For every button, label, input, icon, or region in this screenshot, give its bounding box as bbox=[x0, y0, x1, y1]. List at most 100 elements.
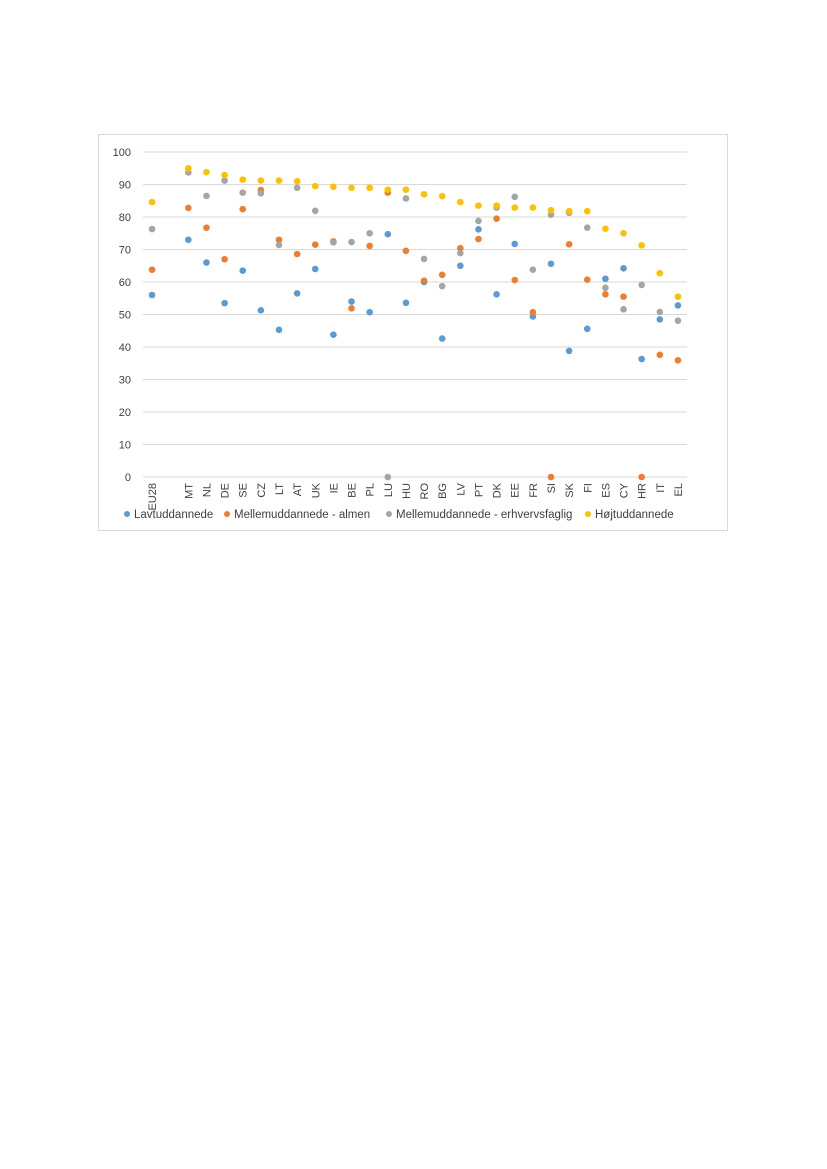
point-FR-series-2 bbox=[529, 266, 537, 273]
point-IT-series-2 bbox=[656, 308, 664, 316]
point-HR-series-2 bbox=[638, 281, 645, 289]
point-IT-series-1 bbox=[656, 351, 664, 359]
point-EL-series-1 bbox=[674, 357, 682, 364]
x-tick-label: IE bbox=[328, 483, 340, 493]
y-tick-label: 80 bbox=[119, 212, 131, 224]
point-BG-series-0 bbox=[438, 335, 446, 342]
legend-marker bbox=[386, 511, 392, 517]
x-tick-label: MT bbox=[183, 483, 195, 499]
point-CY-series-3 bbox=[620, 229, 627, 237]
y-tick-label: 90 bbox=[119, 180, 131, 192]
chart-frame: 0 10 20 30 40 50 60 70 80 90 100 EU28 MT NL DE SE CZ LT A… bbox=[98, 134, 728, 531]
legend-label: Mellemuddannede - erhvervsfaglig bbox=[396, 509, 572, 521]
x-tick-label: AT bbox=[292, 483, 304, 497]
point-LU-series-2 bbox=[384, 473, 392, 481]
x-tick-label: PL bbox=[365, 483, 377, 496]
point-NL-series-2 bbox=[203, 192, 210, 200]
y-tick-label: 40 bbox=[119, 342, 131, 354]
point-DE-series-2 bbox=[221, 177, 228, 184]
point-ES-series-3 bbox=[602, 225, 609, 232]
point-FI-series-3 bbox=[583, 207, 591, 215]
point-SE-series-2 bbox=[239, 189, 247, 196]
point-EL-series-3 bbox=[674, 293, 682, 300]
point-PT-series-0 bbox=[475, 226, 482, 233]
point-LT-series-3 bbox=[275, 177, 283, 184]
point-IT-series-3 bbox=[656, 269, 664, 277]
point-AT-series-0 bbox=[293, 290, 301, 297]
point-UK-series-0 bbox=[311, 265, 319, 273]
point-PT-series-3 bbox=[475, 202, 482, 209]
point-CZ-series-0 bbox=[257, 306, 265, 314]
x-tick-label: DE bbox=[220, 483, 232, 498]
legend-label: Mellemuddannede - almen bbox=[234, 509, 370, 521]
x-tick-label: IT bbox=[655, 483, 667, 493]
y-tick-label: 20 bbox=[119, 407, 131, 419]
x-tick-label: EE bbox=[510, 483, 522, 498]
point-DK-series-1 bbox=[493, 215, 500, 222]
x-tick-label: UK bbox=[310, 482, 322, 498]
y-tick-label: 60 bbox=[119, 277, 131, 289]
point-ES-series-0 bbox=[602, 275, 609, 283]
x-tick-label: BG bbox=[437, 483, 449, 499]
point-HU-series-2 bbox=[402, 195, 410, 202]
point-UK-series-1 bbox=[311, 241, 319, 248]
point-PT-series-1 bbox=[475, 235, 482, 243]
point-PL-series-3 bbox=[366, 184, 373, 192]
point-LT-series-1 bbox=[275, 236, 283, 244]
point-EE-series-2 bbox=[511, 193, 519, 201]
point-PL-series-0 bbox=[366, 308, 373, 316]
point-EU28-series-2 bbox=[148, 225, 156, 233]
point-LV-series-3 bbox=[457, 198, 464, 206]
x-tick-label: CZ bbox=[256, 483, 268, 498]
point-UK-series-3 bbox=[311, 182, 319, 190]
point-BG-series-1 bbox=[438, 271, 446, 279]
point-SE-series-1 bbox=[239, 205, 247, 213]
point-SE-series-0 bbox=[239, 267, 247, 274]
point-FR-series-3 bbox=[529, 204, 537, 211]
gridlines bbox=[143, 151, 687, 478]
x-tick-label: CY bbox=[619, 482, 631, 498]
point-ES-series-2 bbox=[602, 284, 609, 292]
y-tick-label: 100 bbox=[113, 147, 131, 159]
point-MT-series-0 bbox=[185, 236, 192, 244]
point-PL-series-2 bbox=[366, 229, 373, 237]
data-points bbox=[148, 164, 682, 481]
point-RO-series-1 bbox=[420, 277, 428, 284]
x-tick-label: FI bbox=[582, 483, 594, 493]
point-NL-series-0 bbox=[203, 259, 210, 266]
point-AT-series-2 bbox=[293, 184, 301, 192]
point-CY-series-0 bbox=[620, 265, 627, 272]
point-ES-series-1 bbox=[602, 291, 609, 298]
x-tick-label: ES bbox=[600, 483, 612, 498]
point-LU-series-3 bbox=[384, 186, 392, 193]
point-MT-series-3 bbox=[185, 164, 192, 172]
point-EL-series-0 bbox=[674, 302, 682, 309]
point-BE-series-1 bbox=[348, 305, 355, 312]
point-IE-series-3 bbox=[330, 183, 337, 191]
x-tick-label: FR bbox=[528, 483, 540, 498]
x-tick-label: EU28 bbox=[147, 483, 159, 511]
point-DK-series-0 bbox=[493, 291, 500, 298]
point-EE-series-3 bbox=[511, 204, 519, 211]
point-SE-series-3 bbox=[239, 176, 247, 183]
point-EL-series-2 bbox=[674, 317, 682, 324]
point-MT-series-1 bbox=[185, 204, 192, 212]
point-EU28-series-3 bbox=[148, 198, 156, 206]
point-AT-series-3 bbox=[293, 177, 301, 185]
legend-marker bbox=[124, 511, 130, 517]
point-DE-series-0 bbox=[221, 299, 228, 307]
y-tick-label: 30 bbox=[119, 375, 131, 387]
x-tick-label: EL bbox=[673, 483, 685, 496]
x-tick-label: SK bbox=[564, 482, 576, 497]
point-HR-series-0 bbox=[638, 355, 645, 363]
legend: Lavtuddannede Mellemuddannede - almen Mell… bbox=[124, 509, 674, 521]
y-tick-label: 10 bbox=[119, 440, 131, 452]
point-EU28-series-1 bbox=[148, 266, 156, 273]
x-tick-label: HR bbox=[637, 483, 649, 499]
x-tick-label: LT bbox=[274, 483, 286, 495]
point-DE-series-1 bbox=[221, 255, 228, 263]
point-FI-series-2 bbox=[583, 224, 591, 232]
legend-label: Højtuddannede bbox=[595, 509, 674, 521]
point-LV-series-0 bbox=[457, 262, 464, 270]
point-CY-series-1 bbox=[620, 293, 627, 300]
